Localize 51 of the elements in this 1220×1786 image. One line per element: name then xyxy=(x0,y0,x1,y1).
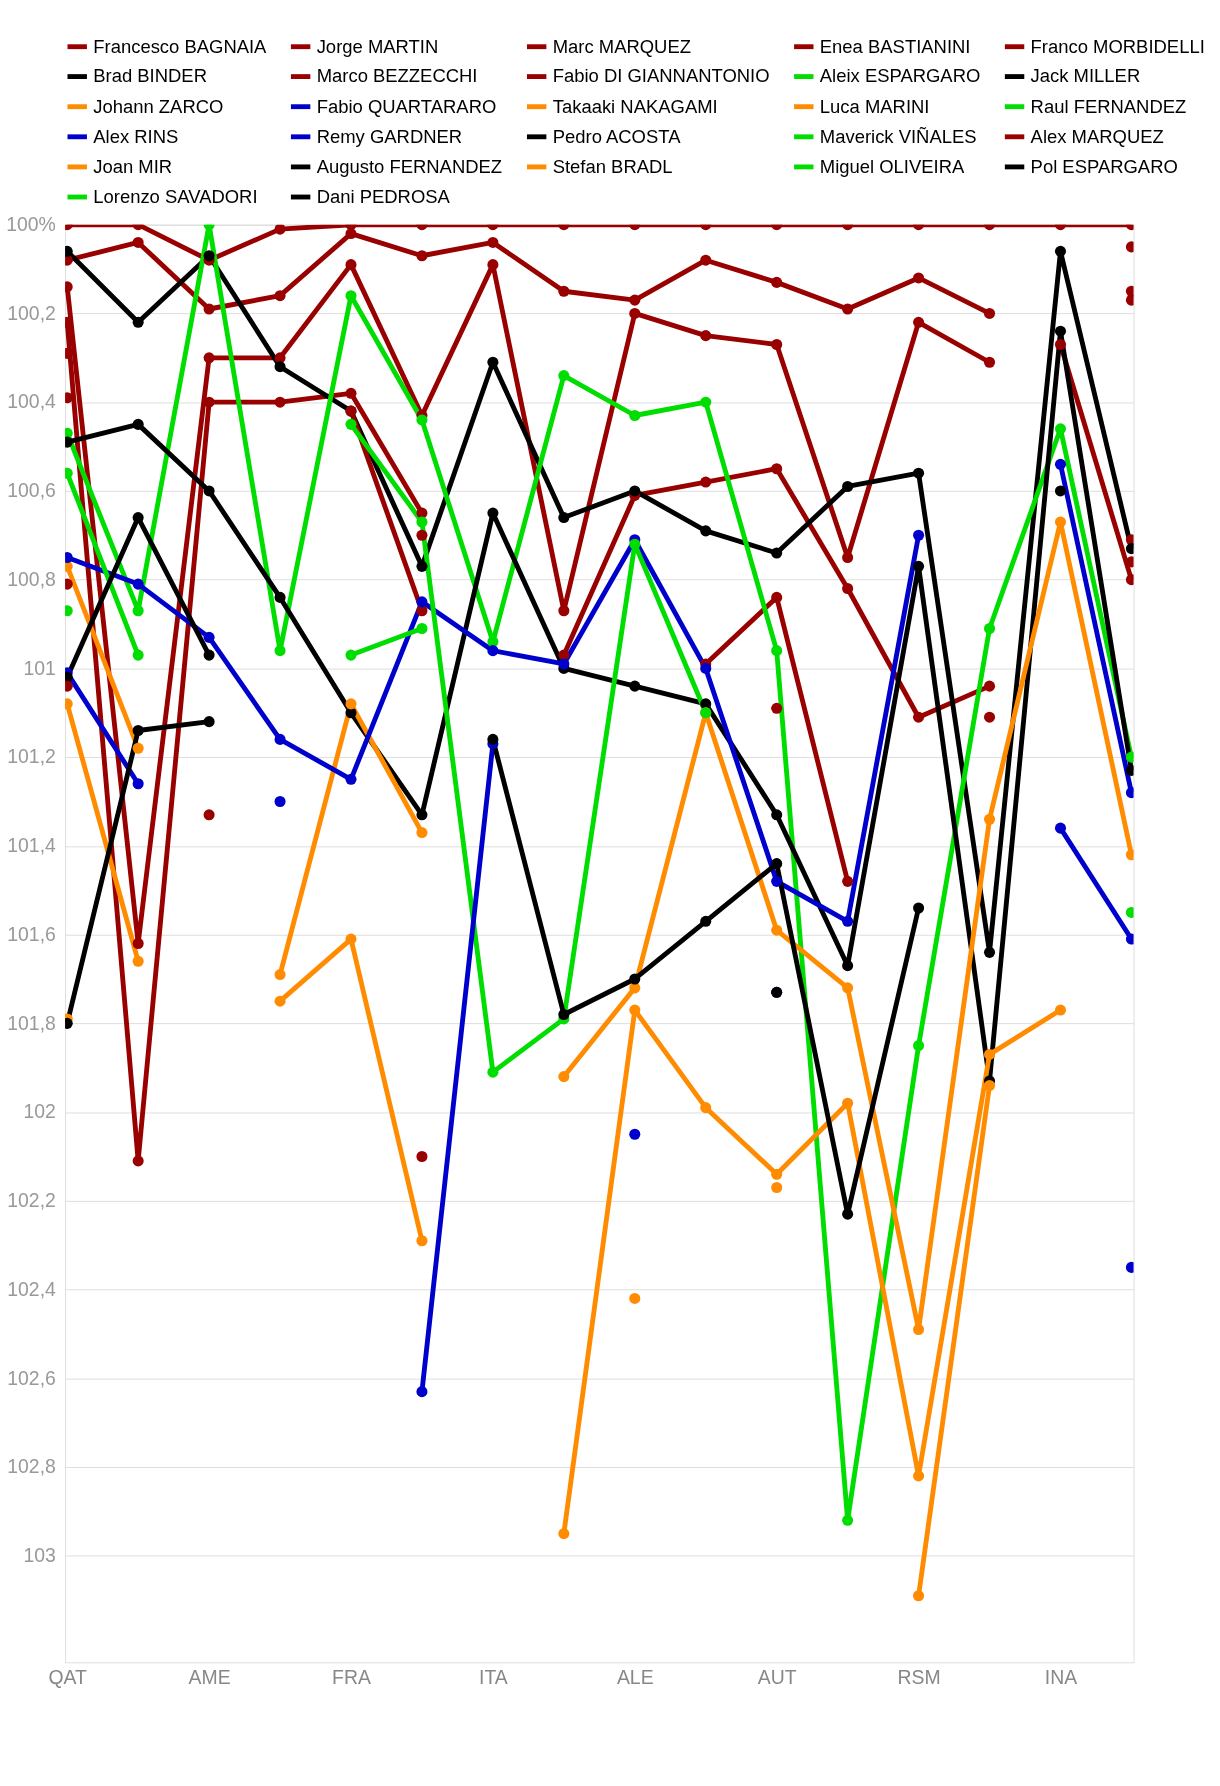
legend-label: Enea BASTIANINI xyxy=(819,35,971,57)
legend-label: Raul FERNANDEZ xyxy=(1030,95,1187,117)
legend-label: Miguel OLIVEIRA xyxy=(819,155,965,177)
legend-label: Franco MORBIDELLI xyxy=(1030,35,1205,57)
legend-label: Stefan BRADL xyxy=(552,155,673,177)
y-tick-label: 100,8 xyxy=(7,567,56,590)
legend-label: Pedro ACOSTA xyxy=(552,125,682,147)
y-tick-label: 100,6 xyxy=(7,479,56,502)
legend-label: Jack MILLER xyxy=(1030,65,1141,87)
legend-label: Luca MARINI xyxy=(819,95,930,117)
legend-label: Francesco BAGNAIA xyxy=(93,35,268,57)
legend-label: Marc MARQUEZ xyxy=(552,35,691,57)
x-tick-label: QAT xyxy=(48,1666,88,1689)
legend-label: Alex RINS xyxy=(93,125,179,147)
x-tick-label: AUT xyxy=(757,1666,797,1689)
x-tick-label: AME xyxy=(188,1666,231,1689)
legend-label: Alex MARQUEZ xyxy=(1030,125,1164,147)
y-tick-label: 101,6 xyxy=(7,922,56,945)
legend-label: Jorge MARTIN xyxy=(316,35,439,57)
y-tick-label: 101,4 xyxy=(7,834,57,857)
x-tick-label: RSM xyxy=(897,1666,941,1689)
x-tick-label: ITA xyxy=(479,1666,508,1689)
legend-label: Joan MIR xyxy=(93,155,173,177)
legend-label: Remy GARDNER xyxy=(316,125,463,147)
y-tick-label: 102,2 xyxy=(7,1189,56,1212)
legend-label: Fabio DI GIANNANTONIO xyxy=(552,65,770,87)
legend-label: Marco BEZZECCHI xyxy=(316,65,478,87)
legend-label: Dani PEDROSA xyxy=(316,185,451,207)
y-tick-label: 103 xyxy=(23,1544,56,1567)
legend-label: Augusto FERNANDEZ xyxy=(316,155,503,177)
legend-label: Johann ZARCO xyxy=(93,95,224,117)
y-tick-label: 101,2 xyxy=(7,745,56,768)
legend-label: Aleix ESPARGARO xyxy=(819,65,981,87)
legend-label: Pol ESPARGARO xyxy=(1030,155,1178,177)
y-tick-label: 102,6 xyxy=(7,1366,56,1389)
y-tick-label: 100% xyxy=(6,213,56,236)
x-tick-label: INA xyxy=(1044,1666,1078,1689)
y-tick-label: 102,8 xyxy=(7,1455,56,1478)
y-tick-label: 102 xyxy=(23,1100,56,1123)
legend-label: Maverick VIÑALES xyxy=(819,125,977,147)
y-tick-label: 101 xyxy=(23,656,56,679)
y-tick-label: 102,4 xyxy=(7,1277,57,1300)
legend-label: Lorenzo SAVADORI xyxy=(93,185,258,207)
x-tick-label: FRA xyxy=(332,1666,371,1689)
legend-label: Brad BINDER xyxy=(93,65,207,87)
legend-label: Takaaki NAKAGAMI xyxy=(552,95,718,117)
x-tick-label: ALE xyxy=(616,1666,654,1689)
y-tick-label: 100,2 xyxy=(7,301,56,324)
legend-label: Fabio QUARTARARO xyxy=(316,95,497,117)
y-tick-label: 100,4 xyxy=(7,390,57,413)
y-tick-label: 101,8 xyxy=(7,1011,56,1034)
